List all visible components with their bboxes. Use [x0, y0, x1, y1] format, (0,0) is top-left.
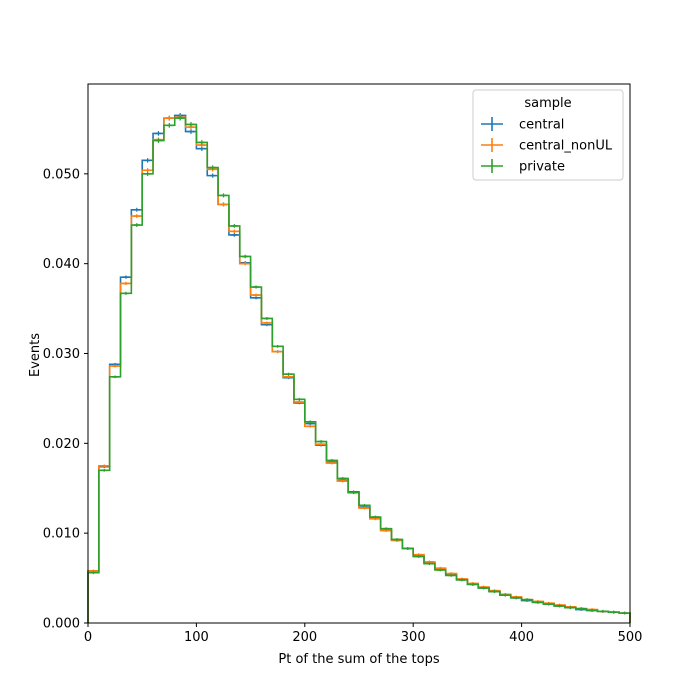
x-tick-label: 400 — [509, 630, 534, 645]
x-tick-label: 300 — [401, 630, 426, 645]
x-tick-label: 200 — [292, 630, 317, 645]
legend-label-private: private — [519, 160, 565, 175]
legend-label-central: central — [519, 118, 564, 133]
legend-title: sample — [524, 96, 571, 111]
y-tick-label: 0.030 — [43, 347, 80, 362]
x-tick-label: 100 — [184, 630, 209, 645]
legend-box — [472, 89, 624, 181]
axes: 0 100 200 300 400 500 0.000 0.010 0.020 0.030 0.04… — [43, 83, 643, 645]
plot-area — [87, 113, 631, 623]
y-tick-label: 0.010 — [43, 527, 80, 542]
x-tick-label: 0 — [84, 630, 92, 645]
y-axis-label: Events — [28, 333, 43, 377]
y-tick-label: 0.000 — [43, 617, 80, 632]
y-tick-label: 0.020 — [43, 437, 80, 452]
series-private — [87, 115, 631, 623]
legend-label-central_nonUL: central_nonUL — [519, 139, 613, 154]
series-line-private — [87, 117, 631, 623]
y-tick-label: 0.040 — [43, 257, 80, 272]
x-tick-label: 500 — [618, 630, 643, 645]
y-tick-label: 0.050 — [43, 167, 80, 182]
x-axis-label: Pt of the sum of the tops — [278, 652, 439, 667]
